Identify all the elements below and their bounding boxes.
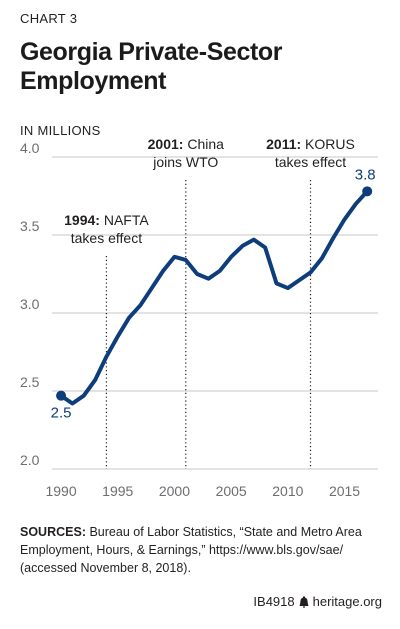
- sources-note: SOURCES: Bureau of Labor Statistics, “St…: [20, 523, 390, 577]
- x-tick-label: 1990: [45, 483, 76, 499]
- x-tick-label: 2000: [159, 483, 190, 499]
- annotation-label: 1994: NAFTA: [64, 212, 149, 228]
- annotation-label: 2011: KORUS: [266, 136, 355, 152]
- data-label: 2.5: [51, 405, 72, 422]
- y-tick-label: 2.5: [20, 374, 40, 390]
- annotations: 1994: NAFTA takes effect 2001: China joins …: [64, 136, 355, 469]
- chart-title: Georgia Private-Sector Employment: [20, 38, 380, 96]
- series-line: [59, 189, 370, 406]
- y-tick-label: 3.0: [20, 296, 40, 312]
- chart-title-line2: Employment: [20, 67, 167, 95]
- y-tick-label: 3.5: [20, 218, 40, 234]
- x-tick-label: 2010: [272, 483, 303, 499]
- sources-label: SOURCES:: [20, 525, 86, 539]
- x-tick-label: 2015: [329, 483, 360, 499]
- footer: IB4918 heritage.org: [253, 594, 382, 609]
- annotation-label: 2001: China: [148, 136, 224, 152]
- axis-labels: 4.0 3.5 3.0 2.5 2.0 1990 1995 2000 2005 2010 2015: [20, 140, 360, 499]
- y-tick-label: 2.0: [20, 452, 40, 468]
- data-point: [362, 186, 373, 197]
- line-chart: 1994: NAFTA takes effect 2001: China joins …: [20, 136, 378, 499]
- report-code: IB4918: [253, 594, 295, 609]
- x-tick-label: 2005: [216, 483, 247, 499]
- x-tick-label: 1995: [102, 483, 133, 499]
- y-tick-label: 4.0: [20, 140, 40, 156]
- data-point: [56, 390, 67, 401]
- sources-text: Bureau of Labor Statistics, “State and M…: [20, 525, 362, 575]
- series-layer: 2.5 3.8: [51, 166, 376, 421]
- data-label: 3.8: [355, 166, 376, 183]
- annotation-label-line2: joins WTO: [152, 154, 218, 170]
- gridlines: [52, 156, 378, 470]
- liberty-bell-icon: [299, 596, 309, 608]
- units-label: IN MILLIONS: [20, 123, 101, 138]
- annotation-label-line2: takes effect: [275, 154, 346, 170]
- site-link[interactable]: heritage.org: [312, 594, 382, 609]
- chart-title-line1: Georgia Private-Sector: [20, 38, 283, 66]
- annotation-label-line2: takes effect: [71, 230, 142, 246]
- chart-number: CHART 3: [20, 11, 78, 26]
